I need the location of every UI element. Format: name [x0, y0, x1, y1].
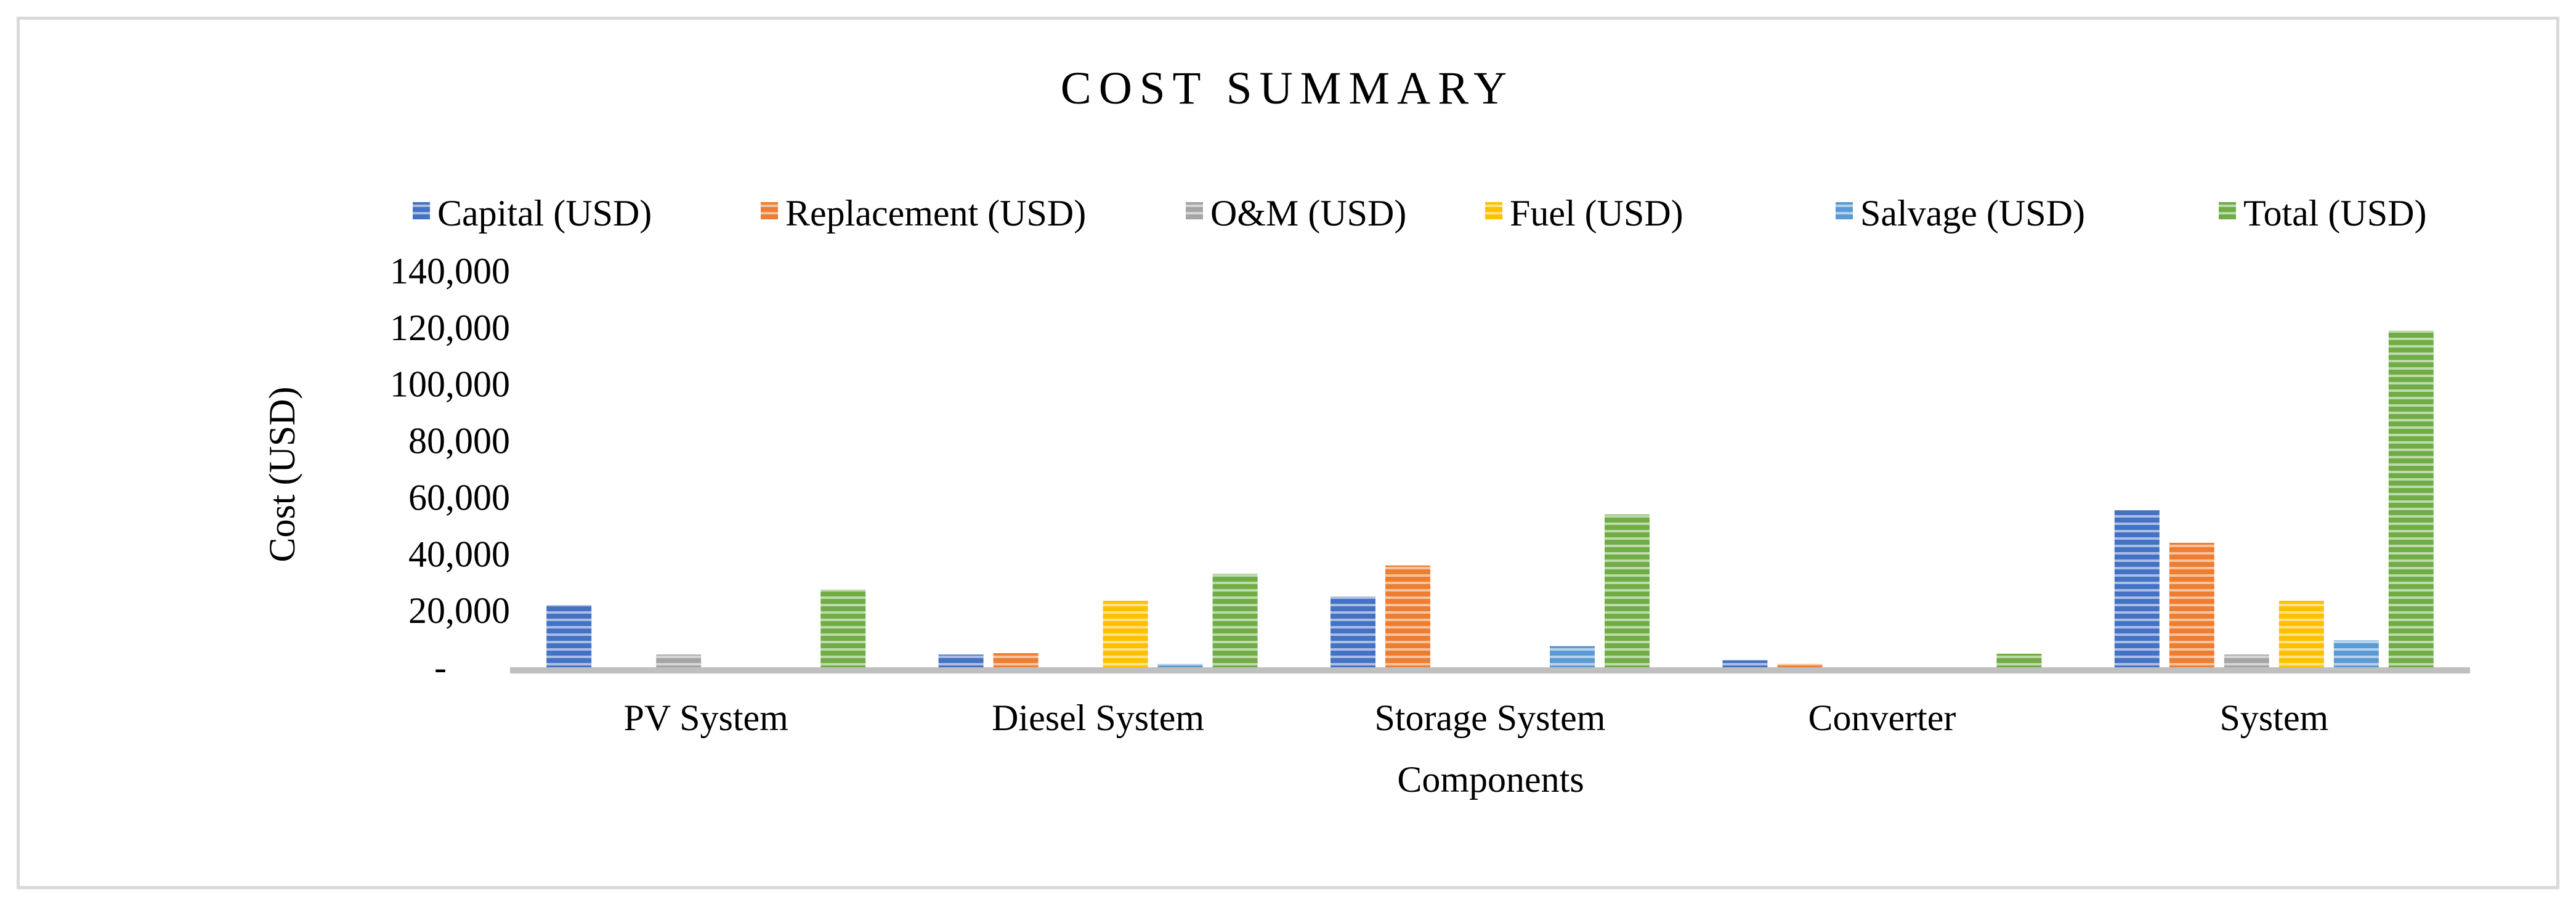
y-tick-label: 80,000 [408, 421, 510, 462]
legend-label: O&M (USD) [1210, 193, 1406, 234]
legend-swatch [2219, 202, 2236, 219]
legend-item: Total (USD) [2219, 193, 2426, 234]
bar [1550, 646, 1595, 667]
legend-swatch [1485, 202, 1502, 219]
bar [993, 653, 1039, 667]
legend-label: Fuel (USD) [1510, 193, 1683, 234]
bar [1722, 660, 1768, 667]
bar [2169, 542, 2214, 667]
legend-swatch [1836, 202, 1853, 219]
y-tick-label: 60,000 [408, 477, 510, 518]
x-tick-label: Diesel System [992, 698, 1204, 738]
y-axis-title: Cost (USD) [262, 386, 302, 562]
bar [2333, 640, 2379, 667]
bar [1331, 596, 1375, 667]
y-axis: - 20,000 40,000 60,000 80,000 100,000 120,000 1… [390, 251, 510, 688]
bar [2388, 330, 2434, 667]
legend-swatch [761, 202, 778, 219]
x-axis-line [510, 667, 2470, 673]
bar [820, 589, 866, 667]
y-tick-label: 140,000 [390, 251, 510, 291]
legend-label: Total (USD) [2243, 193, 2426, 234]
chart-title: COST SUMMARY [1061, 63, 1515, 114]
y-tick-label: - [434, 647, 447, 688]
x-tick-label: System [2219, 698, 2328, 738]
legend: Capital (USD) Replacement (USD) O&M (USD) F… [413, 193, 2426, 234]
legend-item: O&M (USD) [1186, 193, 1406, 234]
bar [1157, 664, 1203, 667]
legend-label: Replacement (USD) [785, 193, 1086, 234]
x-tick-label: PV System [624, 698, 788, 738]
legend-item: Salvage (USD) [1836, 193, 2085, 234]
bar [1385, 565, 1430, 667]
legend-item: Fuel (USD) [1485, 193, 1683, 234]
x-axis: PV System Diesel System Storage System Conv… [510, 667, 2470, 738]
legend-swatch [1186, 202, 1203, 219]
y-tick-label: 100,000 [390, 364, 510, 405]
bar [2114, 510, 2160, 667]
bar [1777, 664, 1823, 667]
legend-item: Replacement (USD) [761, 193, 1086, 234]
chart-frame [17, 17, 2559, 889]
bar [2224, 654, 2269, 667]
bar [1103, 601, 1148, 667]
legend-label: Capital (USD) [437, 193, 652, 234]
y-tick-label: 40,000 [408, 534, 510, 574]
x-axis-title: Components [1397, 759, 1584, 800]
bar [1212, 574, 1258, 667]
x-tick-label: Converter [1808, 698, 1956, 738]
x-tick-label: Storage System [1375, 698, 1606, 738]
legend-item: Capital (USD) [413, 193, 652, 234]
bar [546, 604, 592, 667]
bar [1605, 514, 1650, 667]
bar [656, 654, 702, 667]
legend-label: Salvage (USD) [1860, 193, 2085, 234]
legend-swatch [413, 202, 430, 219]
bar [938, 654, 984, 667]
y-tick-label: 20,000 [408, 590, 510, 631]
bars [546, 330, 2434, 667]
y-tick-label: 120,000 [390, 307, 510, 348]
bar [1996, 653, 2042, 667]
bar [2278, 601, 2324, 667]
